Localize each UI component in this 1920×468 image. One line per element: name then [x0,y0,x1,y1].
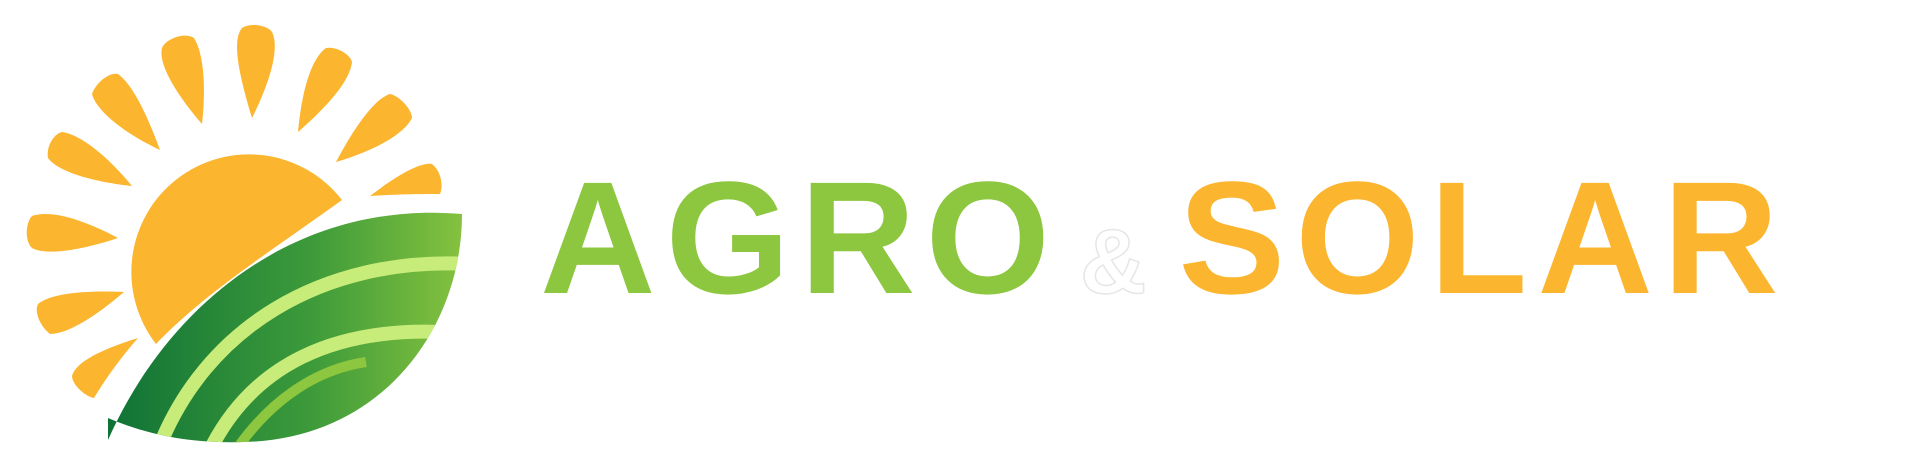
sun-disc [131,154,342,344]
brand-word-agro: AGRO [540,148,1060,327]
brand-word-solar: SOLAR [1178,148,1789,327]
sun-rays [26,25,442,398]
ampersand: & [1079,210,1147,314]
wordmark: AGRO & SOLAR [540,150,1788,325]
sun-over-field-icon [26,25,462,443]
